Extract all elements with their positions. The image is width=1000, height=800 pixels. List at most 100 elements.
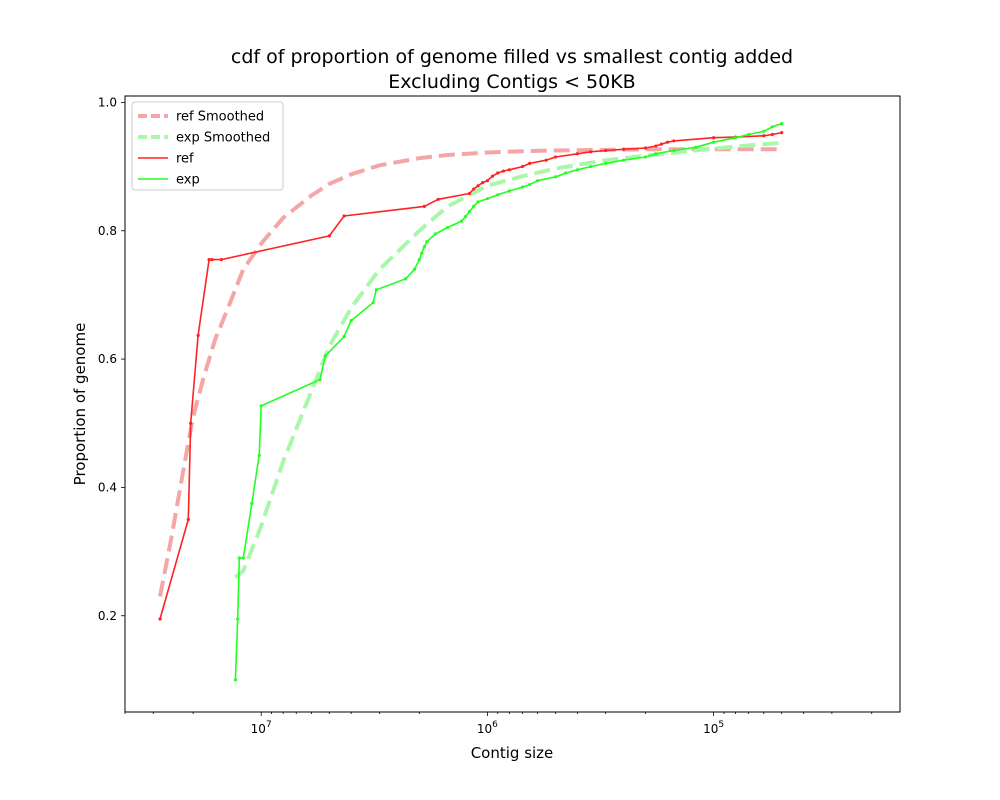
x-axis-label: Contig size — [471, 744, 554, 762]
data-point-exp — [241, 556, 245, 560]
data-point-ref — [490, 174, 495, 178]
data-point-exp — [371, 301, 375, 305]
data-point-exp — [520, 185, 525, 189]
data-point-ref — [659, 142, 664, 146]
data-point-exp — [259, 404, 263, 408]
data-point-ref — [207, 258, 211, 262]
data-point-ref — [485, 179, 490, 183]
data-point-ref — [780, 130, 784, 135]
data-point-exp — [422, 245, 426, 249]
data-point-ref — [501, 169, 505, 173]
data-point-ref — [762, 134, 766, 138]
data-point-exp — [507, 189, 511, 193]
data-point-exp — [485, 197, 490, 201]
data-point-ref — [476, 184, 480, 188]
series-line-exp — [234, 122, 782, 680]
data-point-ref — [507, 168, 511, 172]
data-point-exp — [604, 161, 608, 165]
data-point-ref — [219, 258, 223, 262]
data-point-exp — [460, 219, 464, 223]
y-axis-label: Proportion of genome — [71, 323, 89, 486]
x-tick-label: 106 — [477, 720, 498, 736]
data-point-exp — [575, 168, 580, 172]
data-point-exp — [417, 258, 421, 262]
data-point-exp — [553, 175, 558, 179]
data-point-ref — [575, 152, 580, 156]
data-point-exp — [694, 145, 698, 149]
data-point-exp — [412, 267, 417, 271]
x-tick-label: 105 — [703, 720, 724, 736]
series-layer — [158, 121, 784, 682]
data-point-ref — [544, 158, 548, 162]
data-point-ref — [189, 421, 193, 425]
data-point-ref — [210, 258, 214, 262]
data-point-exp — [318, 378, 322, 382]
data-point-ref — [520, 164, 525, 169]
chart-title: cdf of proportion of genome filled vs sm… — [231, 46, 793, 68]
data-point-exp — [712, 140, 716, 144]
y-tick-label: 0.6 — [98, 352, 117, 366]
y-tick-label: 0.2 — [98, 609, 117, 623]
data-point-ref — [588, 150, 593, 154]
data-point-exp — [425, 240, 429, 244]
tick-layer: 107 106 105 0.2 0.4 0.6 0.8 1.0 — [98, 95, 873, 736]
data-point-exp — [496, 193, 500, 197]
data-point-exp — [433, 232, 437, 236]
data-point-exp — [672, 148, 676, 153]
data-point-ref — [665, 140, 670, 144]
data-point-ref — [472, 187, 476, 191]
data-point-ref — [481, 181, 485, 185]
data-point-exp — [535, 179, 540, 183]
data-point-ref — [422, 204, 426, 208]
data-point-exp — [342, 335, 346, 339]
legend-label: ref Smoothed — [176, 110, 264, 125]
data-point-exp — [622, 158, 626, 162]
data-point-exp — [403, 277, 408, 281]
data-point-exp — [643, 155, 648, 159]
legend: ref Smoothed exp Smoothed ref exp — [131, 101, 284, 191]
data-point-ref — [186, 517, 190, 522]
plot-area — [125, 96, 900, 712]
data-point-ref — [770, 132, 774, 137]
data-point-exp — [237, 556, 241, 560]
data-point-exp — [349, 318, 353, 323]
data-point-exp — [762, 129, 766, 133]
data-point-exp — [250, 501, 254, 506]
data-point-ref — [622, 147, 626, 151]
data-point-ref — [604, 148, 608, 153]
data-point-ref — [467, 191, 472, 196]
data-point-ref — [643, 146, 648, 150]
data-point-exp — [747, 132, 751, 137]
data-point-exp — [528, 182, 532, 187]
data-point-exp — [233, 678, 238, 682]
data-point-exp — [257, 453, 261, 457]
legend-label: ref — [176, 152, 194, 167]
data-point-exp — [780, 121, 784, 126]
legend-label: exp — [176, 173, 200, 188]
data-point-exp — [564, 171, 568, 175]
legend-box — [131, 101, 284, 191]
data-point-exp — [420, 251, 424, 255]
data-point-exp — [588, 164, 593, 169]
y-tick-label: 0.8 — [98, 224, 117, 238]
data-point-exp — [463, 215, 468, 219]
data-point-exp — [733, 136, 738, 140]
data-point-ref — [158, 617, 162, 621]
data-point-ref — [436, 197, 440, 201]
data-point-exp — [770, 125, 774, 129]
x-tick-label: 107 — [251, 720, 272, 736]
data-point-exp — [467, 209, 472, 214]
y-tick-label: 1.0 — [98, 95, 117, 109]
y-tick-label: 0.4 — [98, 480, 117, 494]
data-point-ref — [342, 214, 346, 218]
data-point-ref — [553, 155, 558, 159]
data-point-ref — [496, 171, 500, 175]
data-point-ref — [196, 333, 200, 337]
data-point-ref — [327, 234, 331, 238]
chart-subtitle: Excluding Contigs < 50KB — [388, 71, 635, 93]
data-point-exp — [236, 617, 240, 621]
data-point-exp — [472, 204, 476, 208]
data-point-exp — [374, 288, 378, 292]
legend-label: exp Smoothed — [176, 131, 270, 146]
